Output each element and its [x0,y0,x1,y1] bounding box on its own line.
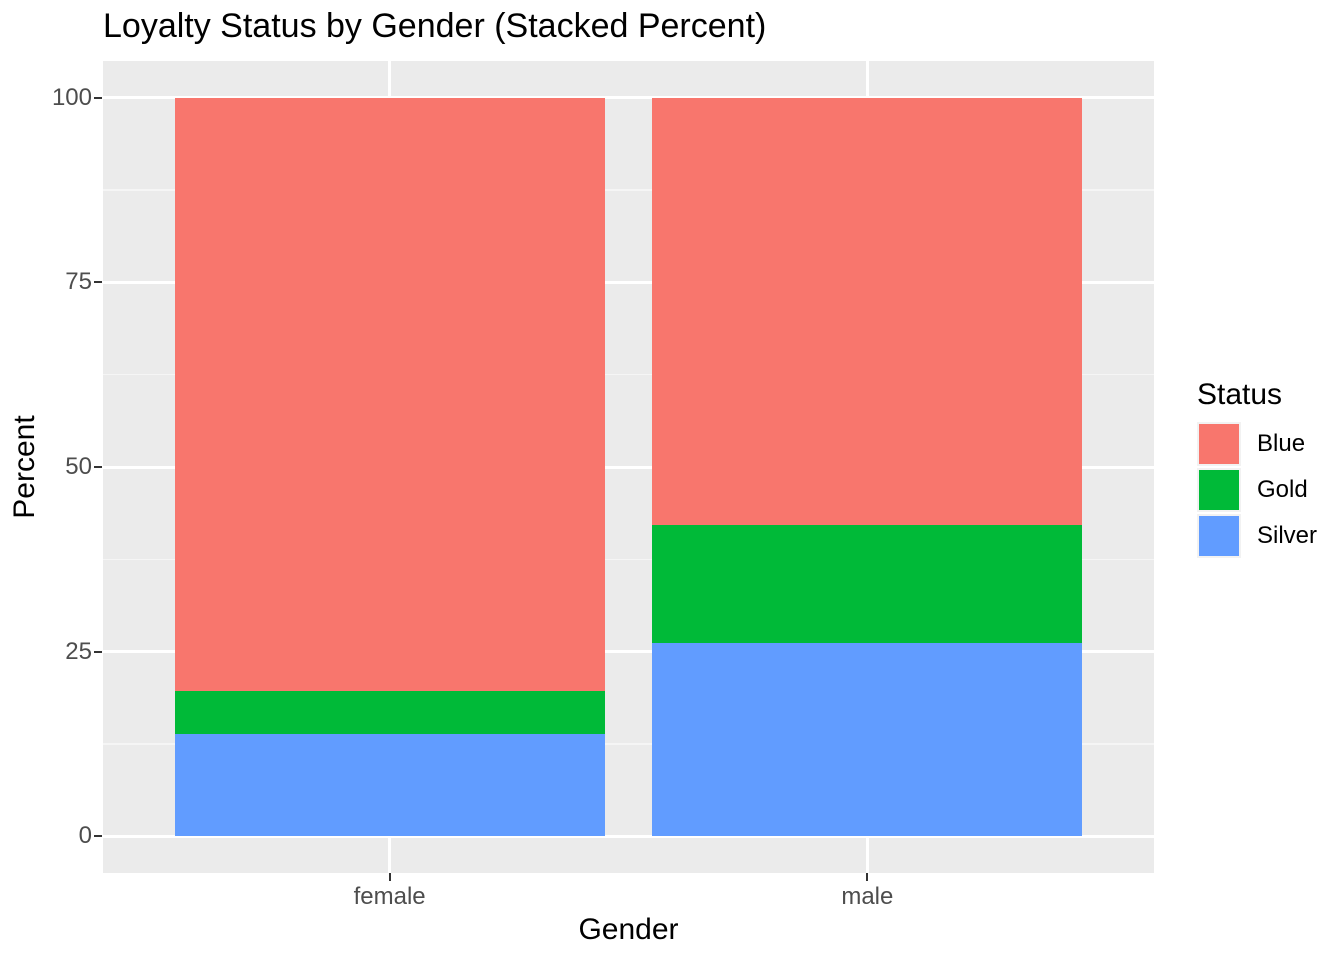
y-tick-label: 25 [65,637,92,665]
y-tick-label: 100 [51,83,92,111]
legend-swatch-silver [1199,516,1239,556]
legend-item-gold: Gold [1197,468,1317,512]
gridline-major [103,834,1154,838]
y-tick-label: 75 [65,268,92,296]
legend-label-blue: Blue [1257,430,1306,457]
legend: Status Blue Gold Silver [1197,378,1317,560]
gridline-major [103,650,1154,654]
y-tick-label: 50 [65,453,92,480]
bar-segment-silver-male [652,643,1083,837]
legend-swatch-blue [1199,424,1239,464]
gridline-minor [103,373,1154,376]
bar-segment-blue-female [174,97,605,691]
legend-title: Status [1197,378,1283,411]
x-tick-mark [866,873,869,881]
legend-key [1197,468,1241,512]
gridline-major [103,465,1154,469]
gridline-major [103,96,1154,100]
legend-keys: Blue Gold Silver [1197,422,1317,558]
gridline-minor [103,189,1154,191]
bar-segment-silver-female [174,734,605,837]
x-axis-title: Gender [578,913,679,946]
legend-key [1197,514,1241,558]
bar-segment-gold-male [652,524,1083,644]
y-tick-label: 0 [78,822,92,850]
plot-panel [103,61,1154,873]
y-tick-mark [94,281,102,284]
y-tick-mark [94,835,102,838]
x-tick-label-female: female [353,883,426,910]
legend-label-gold: Gold [1257,476,1308,503]
legend-item-blue: Blue [1197,422,1317,466]
gridline-minor [103,558,1154,561]
plot-title: Loyalty Status by Gender (Stacked Percen… [103,7,767,45]
x-tick-label-male: male [841,883,894,910]
y-tick-mark [94,466,102,468]
gridline-minor [103,743,1154,745]
bar-segment-gold-female [174,690,605,735]
y-axis-title: Percent [8,415,41,519]
x-tick-mark [388,873,391,881]
legend-key [1197,422,1241,466]
legend-item-silver: Silver [1197,514,1317,558]
y-tick-mark [94,650,102,653]
legend-label-silver: Silver [1257,522,1318,549]
bar-segment-blue-male [652,97,1083,525]
gridline-major [103,280,1154,284]
y-tick-mark [94,96,102,99]
legend-swatch-gold [1199,470,1239,510]
